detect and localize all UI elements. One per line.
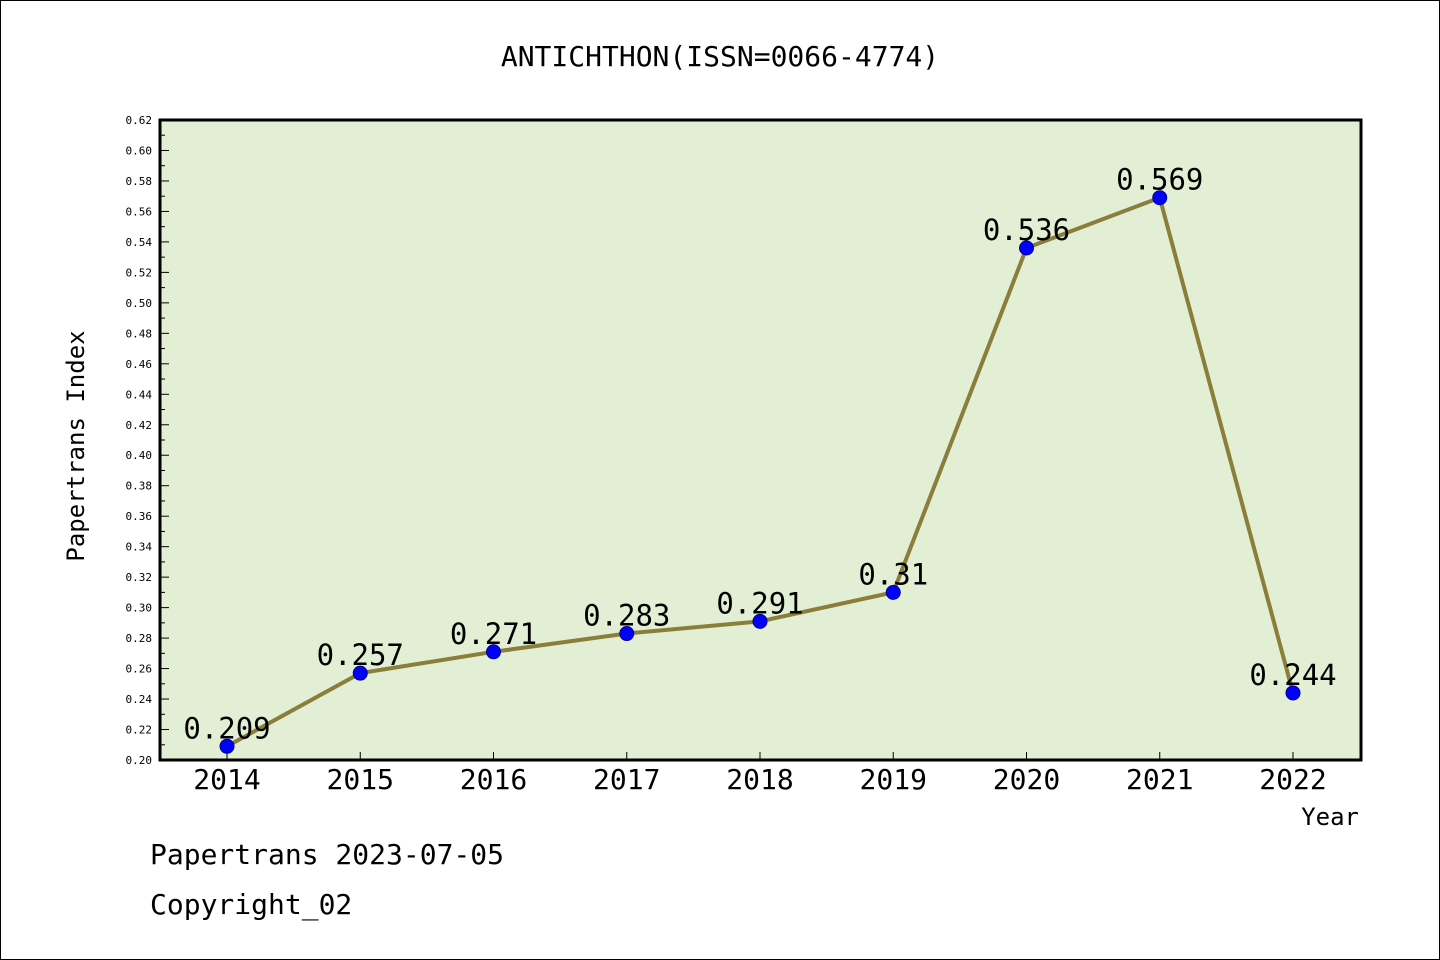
data-point	[1152, 190, 1168, 206]
data-label: 0.569	[1116, 163, 1203, 197]
x-tick-label: 2016	[460, 763, 527, 796]
x-tick-label: 2015	[327, 763, 394, 796]
data-label: 0.291	[716, 586, 803, 620]
y-tick-label: 0.22	[126, 724, 153, 737]
y-axis-title: Papertrans Index	[62, 330, 90, 561]
data-label: 0.31	[858, 557, 928, 591]
footer-date: Papertrans 2023-07-05	[150, 838, 504, 871]
y-tick-label: 0.52	[126, 266, 153, 279]
y-tick-label: 0.62	[126, 114, 153, 127]
y-tick-label: 0.44	[126, 388, 153, 401]
data-point	[885, 584, 901, 600]
x-axis-title: Year	[1301, 803, 1359, 831]
y-tick-label: 0.56	[126, 205, 153, 218]
data-point	[1285, 685, 1301, 701]
data-point	[752, 613, 768, 629]
y-tick-label: 0.24	[126, 693, 153, 706]
y-tick-label: 0.58	[126, 175, 153, 188]
x-tick-label: 2017	[593, 763, 660, 796]
x-tick-label: 2019	[860, 763, 927, 796]
y-tick-label: 0.50	[126, 297, 153, 310]
y-tick-label: 0.36	[126, 510, 153, 523]
x-tick-label: 2014	[193, 763, 260, 796]
y-tick-label: 0.32	[126, 571, 153, 584]
data-label: 0.244	[1249, 658, 1336, 692]
footer-copyright: Copyright_02	[150, 888, 352, 922]
y-tick-label: 0.40	[126, 449, 153, 462]
x-tick-label: 2020	[993, 763, 1060, 796]
y-tick-label: 0.34	[126, 541, 153, 554]
data-label: 0.283	[583, 599, 670, 633]
data-point	[352, 665, 368, 681]
x-tick-label: 2022	[1259, 763, 1326, 796]
data-point	[486, 644, 501, 660]
plot-border	[158, 118, 1363, 762]
y-tick-label: 0.38	[126, 480, 153, 493]
y-tick-label: 0.30	[126, 602, 153, 615]
x-tick-label: 2018	[726, 763, 793, 796]
x-axis-ticks: 2014 2015 2016 2017 2018 2019 2020 2021 2022	[193, 752, 1327, 796]
data-point	[1019, 240, 1034, 256]
data-label: 0.536	[983, 213, 1070, 247]
plot-area	[160, 120, 1361, 760]
data-label: 0.271	[450, 617, 537, 651]
y-tick-label: 0.20	[126, 754, 153, 767]
y-tick-label: 0.48	[126, 327, 153, 340]
data-label: 0.257	[317, 638, 404, 672]
y-tick-label: 0.28	[126, 632, 153, 645]
data-series: 0.209 0.257 0.271 0.283 0.291 0.31 0.536 0.569 0…	[183, 163, 1337, 754]
chart-title: ANTICHTHON(ISSN=0066-4774)	[501, 40, 939, 73]
data-point	[219, 738, 235, 754]
x-tick-label: 2021	[1126, 763, 1193, 796]
y-tick-label: 0.42	[126, 419, 153, 432]
y-tick-label: 0.54	[126, 236, 153, 249]
y-tick-label: 0.26	[126, 663, 153, 676]
y-tick-label: 0.46	[126, 358, 153, 371]
y-tick-label: 0.60	[126, 144, 153, 157]
data-label: 0.209	[183, 711, 270, 745]
data-point	[619, 626, 635, 642]
